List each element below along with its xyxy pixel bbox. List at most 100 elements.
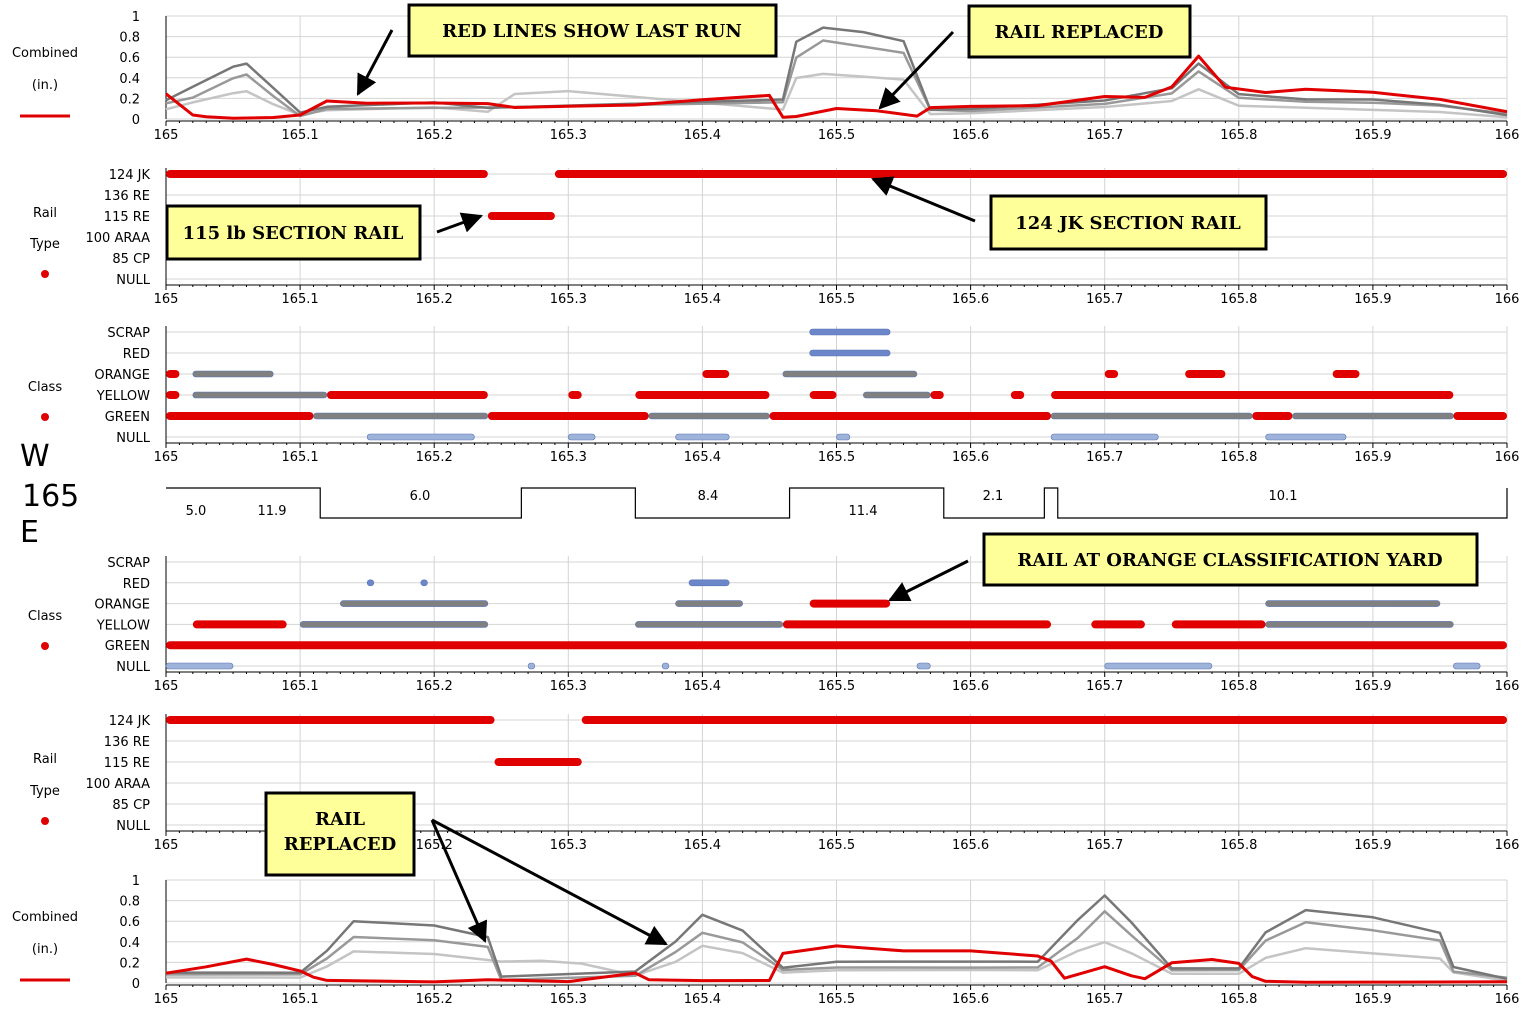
data-segment-yellow [192, 620, 287, 629]
data-segment-null [165, 662, 234, 670]
x-tick-label: 165.6 [952, 838, 989, 853]
y-tick-label: 0.8 [119, 31, 140, 46]
x-tick-label: 165.5 [818, 838, 855, 853]
data-segment-red [809, 349, 891, 357]
y-tick-label: 0.8 [119, 895, 140, 910]
category-label: 115 RE [104, 756, 150, 771]
x-tick-label: 165.2 [416, 838, 453, 853]
x-tick-label: 165.7 [1086, 292, 1123, 307]
data-segment-null [527, 662, 536, 670]
legend-red-dot [41, 642, 49, 650]
data-segment-green [1453, 412, 1507, 420]
data-segment-red [420, 579, 428, 587]
x-tick-label: 165 [154, 292, 179, 307]
callout-115-section: 115 lb SECTION RAIL [165, 204, 422, 261]
ylabel-line: Rail [33, 752, 57, 767]
y-tick-label: 0.6 [119, 51, 140, 66]
x-tick-label: 165 [154, 128, 179, 143]
category-label: SCRAP [107, 326, 150, 341]
data-segment-115-re [487, 212, 555, 220]
series-line-last-run [165, 944, 1508, 984]
category-label: YELLOW [96, 389, 150, 404]
x-tick-label: 166 [1495, 128, 1520, 143]
x-tick-label: 165.3 [550, 128, 587, 143]
arrow [436, 212, 483, 234]
data-segment-orange [340, 600, 489, 607]
x-tick-label: 165.8 [1220, 128, 1257, 143]
x-tick-label: 165.7 [1086, 838, 1123, 853]
data-segment-null [1104, 662, 1213, 670]
x-tick-label: 165.5 [818, 292, 855, 307]
x-tick-label: 165.4 [684, 838, 721, 853]
data-segment-orange [192, 370, 274, 378]
category-label: 100 ARAA [86, 231, 151, 246]
category-label: NULL [116, 660, 150, 675]
ylabel-line: Combined [12, 910, 78, 925]
data-segment-124-jk [554, 170, 1507, 178]
data-segment-orange [702, 370, 730, 378]
arrow [888, 559, 969, 602]
curve-label: 10.1 [1269, 489, 1298, 504]
curve-label: 2.1 [983, 489, 1004, 504]
data-segment-null [916, 662, 931, 670]
category-label: GREEN [105, 639, 150, 654]
data-segment-null [661, 662, 670, 670]
data-segment-yellow [1091, 620, 1145, 629]
x-tick-label: 165.1 [281, 679, 318, 694]
x-tick-label: 165.8 [1220, 992, 1257, 1007]
x-tick-label: 165.7 [1086, 128, 1123, 143]
bottom-combined-ylabel: Combined (in.) [12, 910, 78, 982]
x-tick-label: 165.4 [684, 128, 721, 143]
data-segment-null [366, 433, 475, 441]
x-tick-label: 165.9 [1354, 838, 1391, 853]
x-tick-label: 165.8 [1220, 450, 1257, 465]
x-tick-label: 165.3 [550, 292, 587, 307]
curve-label: 6.0 [410, 489, 431, 504]
category-label: ORANGE [94, 598, 150, 613]
data-segment-yellow [166, 391, 180, 399]
data-segment-null [836, 433, 851, 441]
top-class-ylabel: Class [28, 380, 62, 421]
data-segment-yellow [192, 391, 328, 399]
callout-text: RED LINES SHOW LAST RUN [442, 21, 742, 42]
curve-label: 11.4 [849, 504, 878, 519]
callout-orange-yard: RAIL AT ORANGE CLASSIFICATION YARD [982, 532, 1479, 587]
arrow [871, 176, 976, 223]
data-segment-yellow [1010, 391, 1025, 399]
arrow [431, 818, 668, 946]
x-tick-label: 166 [1495, 450, 1520, 465]
x-tick-label: 165.4 [684, 679, 721, 694]
category-label: NULL [116, 431, 150, 446]
data-segment-null [567, 433, 596, 441]
data-segment-green [166, 412, 314, 420]
data-segment-yellow [326, 391, 488, 399]
category-label: GREEN [105, 410, 150, 425]
data-segment-yellow [1171, 620, 1266, 629]
x-tick-label: 165.9 [1354, 128, 1391, 143]
data-segment-124-jk [581, 716, 1507, 724]
data-segment-yellow [1051, 391, 1454, 399]
x-tick-label: 165.2 [416, 292, 453, 307]
data-segment-green [166, 641, 1507, 650]
series-line-earlier-run [165, 940, 1508, 982]
east-label: E [20, 515, 39, 550]
bottom-combined-plot: 1 0.8 0.6 0.4 0.2 0 165 165.1 165.2 165.3 165.4 165… [119, 874, 1519, 1007]
callout-text: RAIL [315, 809, 365, 830]
x-tick-label: 165.4 [684, 292, 721, 307]
curve-label: 11.9 [258, 504, 287, 519]
category-label: 85 CP [112, 798, 150, 813]
category-label: NULL [116, 819, 150, 834]
top-rail-ylabel: Rail Type [29, 206, 60, 278]
callout-rail-replaced-bottom: RAIL REPLACED [264, 791, 416, 877]
x-tick-label: 165.3 [550, 679, 587, 694]
x-tick-label: 165.1 [281, 128, 318, 143]
y-tick-label: 0.4 [119, 936, 140, 951]
data-segment-orange [1332, 370, 1360, 378]
y-tick-label: 0.2 [119, 92, 140, 107]
top-combined-ylabel: Combined (in.) [12, 46, 78, 118]
y-tick-label: 0.6 [119, 915, 140, 930]
x-tick-label: 165 [154, 679, 179, 694]
data-segment-green [487, 412, 649, 420]
x-tick-label: 165.1 [281, 992, 318, 1007]
curvature-plot: 5.0 11.9 6.0 8.4 11.4 2.1 10.1 [166, 487, 1508, 519]
